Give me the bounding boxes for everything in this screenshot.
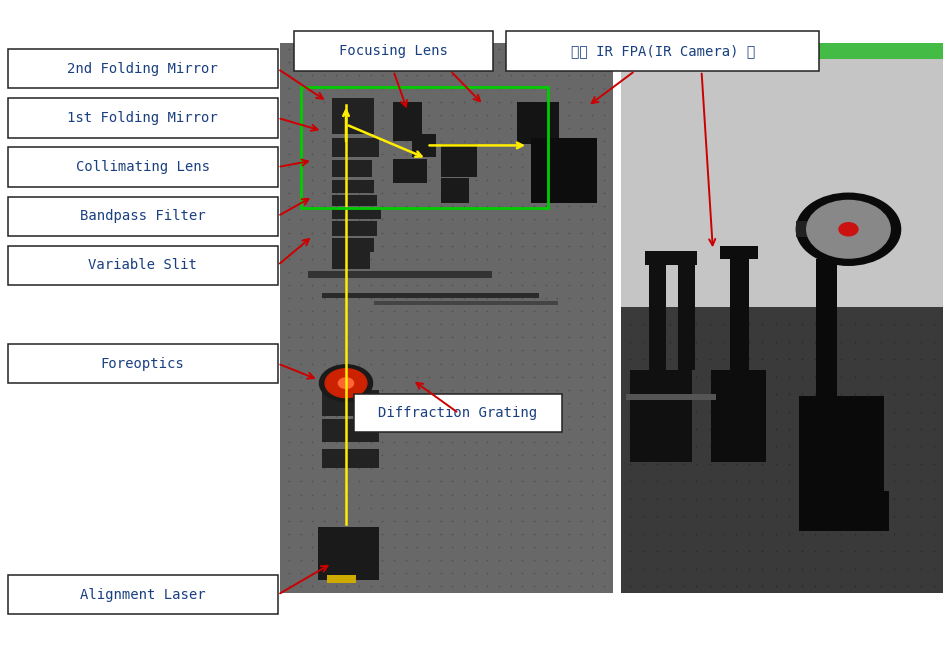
Circle shape bbox=[338, 378, 354, 388]
Bar bbox=[8, 575, 278, 614]
Bar bbox=[816, 259, 837, 396]
Text: Foreoptics: Foreoptics bbox=[100, 356, 185, 371]
Text: Focusing Lens: Focusing Lens bbox=[339, 44, 447, 58]
Circle shape bbox=[839, 223, 858, 236]
Text: 가상 IR FPA(IR Camera) 면: 가상 IR FPA(IR Camera) 면 bbox=[571, 44, 755, 58]
Bar bbox=[645, 251, 697, 265]
Bar bbox=[649, 252, 666, 370]
Circle shape bbox=[796, 193, 901, 265]
Bar bbox=[711, 370, 766, 462]
Bar bbox=[630, 370, 692, 462]
Bar bbox=[393, 102, 422, 141]
Bar bbox=[354, 394, 562, 432]
Bar bbox=[318, 527, 379, 580]
Bar bbox=[626, 394, 716, 400]
Bar bbox=[332, 208, 381, 219]
Bar bbox=[8, 98, 278, 138]
Circle shape bbox=[319, 365, 373, 402]
Bar bbox=[322, 390, 379, 416]
Bar bbox=[327, 575, 356, 583]
Text: 1st Folding Mirror: 1st Folding Mirror bbox=[67, 111, 218, 125]
Bar bbox=[332, 238, 374, 252]
Circle shape bbox=[325, 369, 367, 398]
Bar bbox=[332, 221, 377, 236]
Bar bbox=[332, 138, 379, 157]
Circle shape bbox=[807, 200, 890, 258]
Bar bbox=[393, 159, 427, 183]
Bar bbox=[441, 144, 477, 177]
Bar bbox=[332, 180, 374, 193]
Bar bbox=[799, 491, 889, 531]
Bar bbox=[8, 344, 278, 383]
Bar bbox=[8, 246, 278, 285]
Text: Variable Slit: Variable Slit bbox=[88, 258, 197, 272]
Bar bbox=[531, 138, 597, 203]
Bar bbox=[8, 49, 278, 88]
Text: Diffraction Grating: Diffraction Grating bbox=[378, 406, 538, 421]
Bar bbox=[621, 43, 943, 329]
Text: Alignment Laser: Alignment Laser bbox=[80, 588, 206, 602]
Bar bbox=[322, 449, 379, 468]
Bar bbox=[555, 169, 588, 190]
Bar bbox=[8, 196, 278, 236]
Bar bbox=[294, 31, 493, 71]
Bar bbox=[678, 252, 695, 370]
Bar bbox=[332, 98, 374, 134]
Bar bbox=[322, 293, 539, 298]
Bar bbox=[374, 301, 558, 305]
Bar bbox=[441, 178, 469, 203]
Bar bbox=[536, 144, 572, 167]
Bar bbox=[796, 221, 817, 237]
Bar bbox=[308, 271, 492, 278]
Bar bbox=[332, 195, 377, 206]
Text: Collimating Lens: Collimating Lens bbox=[76, 160, 210, 174]
Bar bbox=[301, 87, 548, 208]
Bar bbox=[280, 43, 613, 593]
Bar bbox=[621, 307, 943, 593]
Bar bbox=[412, 134, 436, 157]
Bar bbox=[332, 160, 372, 177]
Bar bbox=[517, 102, 559, 144]
Bar bbox=[332, 252, 370, 269]
Bar bbox=[621, 43, 943, 59]
Bar bbox=[322, 419, 379, 442]
Bar bbox=[720, 246, 758, 259]
Text: 2nd Folding Mirror: 2nd Folding Mirror bbox=[67, 62, 218, 76]
Bar bbox=[799, 396, 884, 508]
Bar bbox=[506, 31, 819, 71]
Text: Bandpass Filter: Bandpass Filter bbox=[80, 209, 206, 223]
Bar bbox=[8, 147, 278, 187]
Bar bbox=[730, 255, 749, 370]
